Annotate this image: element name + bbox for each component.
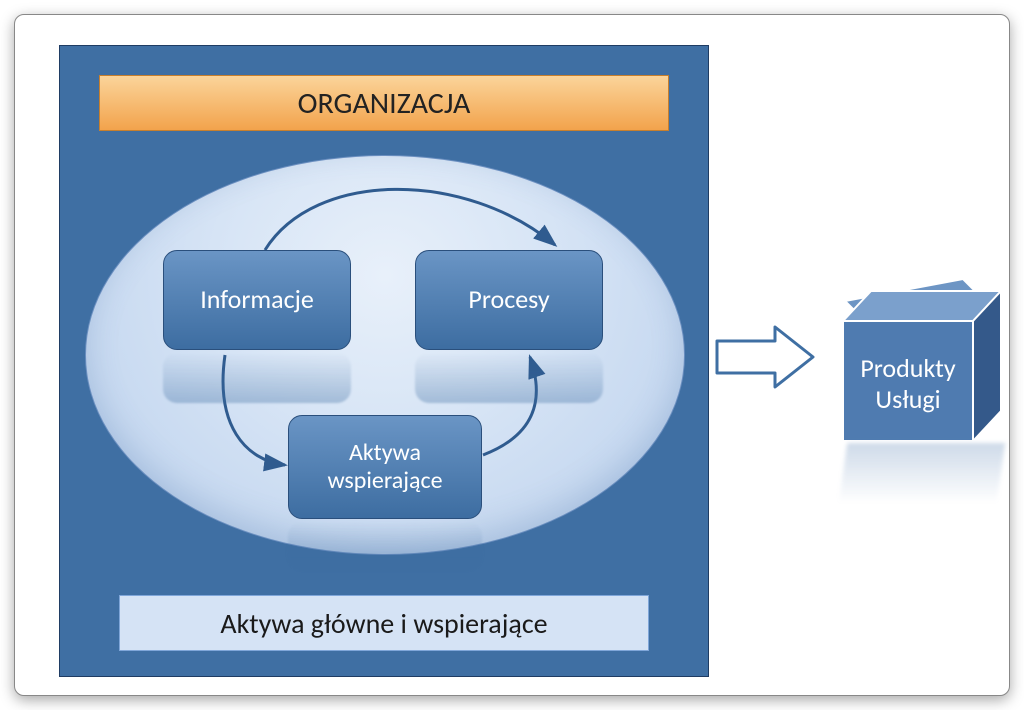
organization-title-label: ORGANIZACJA (298, 85, 471, 122)
node-aktywa: Aktywa wspierające (288, 415, 482, 519)
node-informacje-reflection (163, 353, 351, 403)
node-informacje: Informacje (163, 250, 351, 350)
node-aktywa-label: Aktywa wspierające (295, 439, 475, 494)
diagram-frame: ORGANIZACJA Informacje Procesy Aktywa ws… (14, 14, 1010, 696)
node-informacje-label: Informacje (200, 285, 314, 315)
footer-assets-bar: Aktywa główne i wspierające (119, 595, 649, 651)
footer-assets-label: Aktywa główne i wspierające (220, 606, 547, 641)
organization-title-bar: ORGANIZACJA (99, 75, 669, 131)
node-procesy: Procesy (415, 250, 603, 350)
cube-reflection (839, 443, 1005, 503)
cube-label-line2: Usługi (843, 384, 973, 415)
products-cube: Produkty Usługi (823, 261, 1003, 461)
output-arrow-icon (715, 325, 815, 389)
node-aktywa-reflection (288, 522, 482, 570)
node-procesy-reflection (415, 353, 603, 403)
cube-label-line1: Produkty (843, 353, 973, 384)
node-procesy-label: Procesy (468, 285, 549, 315)
cube-label: Produkty Usługi (843, 353, 973, 415)
